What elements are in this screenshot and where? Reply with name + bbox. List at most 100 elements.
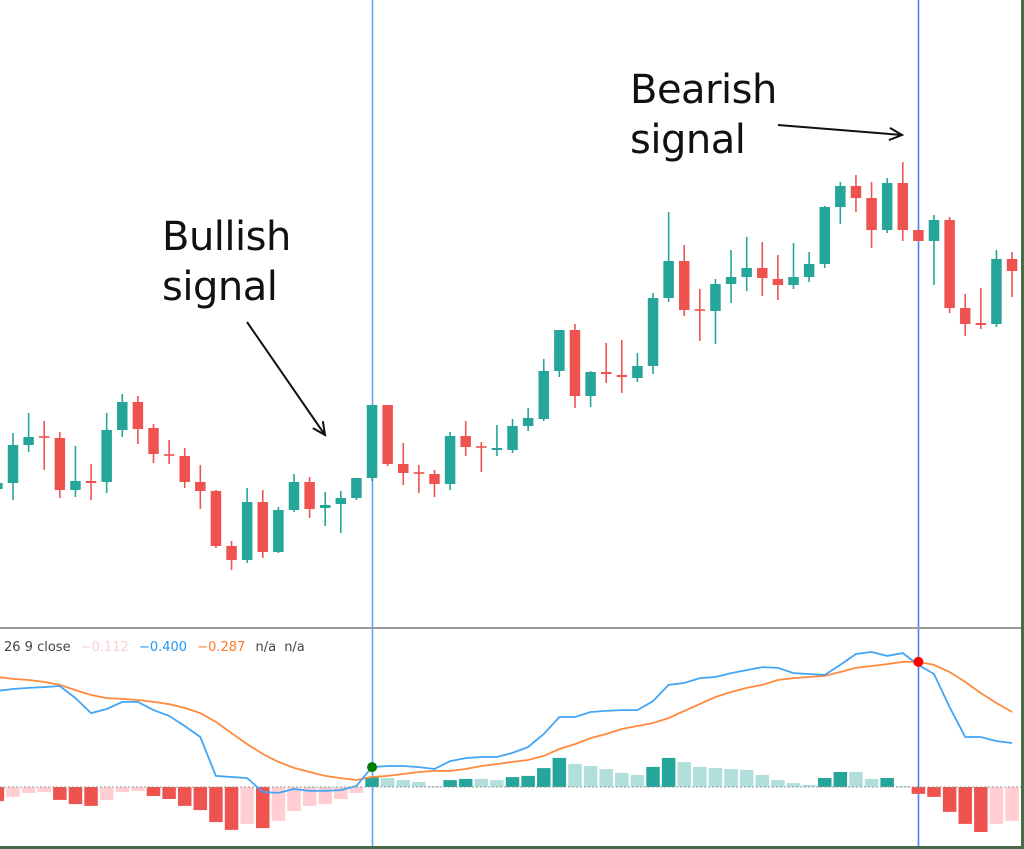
candle xyxy=(772,255,784,300)
histogram-bar xyxy=(833,772,848,787)
histogram-bar xyxy=(240,787,254,824)
candle xyxy=(835,182,846,224)
histogram-bar xyxy=(271,787,286,821)
histogram-value: −0.112 xyxy=(80,640,129,655)
macd-legend[interactable]: 26 9 close −0.112 −0.400 −0.287 n/a n/a xyxy=(4,640,311,655)
histogram-bar xyxy=(958,787,972,824)
candle xyxy=(38,421,50,470)
histogram-bar xyxy=(68,787,83,805)
candle xyxy=(1006,252,1018,297)
frame-border-right xyxy=(1021,0,1024,849)
candle xyxy=(429,470,440,497)
candle-body xyxy=(710,284,721,311)
candle-body xyxy=(7,445,19,483)
candle xyxy=(117,394,128,437)
candle-body xyxy=(366,405,378,478)
candle-body xyxy=(85,481,97,483)
histogram-bar xyxy=(739,769,754,787)
bullish-arrow-head-icon xyxy=(312,421,327,437)
candle-body xyxy=(678,261,690,310)
histogram-bar xyxy=(256,787,270,829)
histogram-bar xyxy=(99,787,114,800)
candle xyxy=(23,413,34,452)
histogram-bar xyxy=(599,769,613,787)
histogram-bar xyxy=(974,787,988,832)
candle xyxy=(195,465,206,509)
extra-value-1: n/a xyxy=(255,640,277,655)
histogram-bar xyxy=(927,787,941,797)
histogram-bar xyxy=(37,787,51,793)
candle-body xyxy=(148,428,159,454)
histogram-bar xyxy=(771,780,785,787)
histogram-bar xyxy=(755,775,770,787)
bearish-arrow-head-icon xyxy=(888,127,905,141)
price-candles xyxy=(0,162,1018,570)
candle xyxy=(881,178,893,233)
histogram-bar xyxy=(661,757,676,787)
candle xyxy=(319,492,331,526)
histogram-bar xyxy=(521,775,535,787)
histogram-bar xyxy=(458,778,473,787)
histogram-bar xyxy=(224,787,239,830)
histogram-bar xyxy=(817,778,832,787)
histogram-bar xyxy=(287,787,301,811)
candle xyxy=(210,490,222,548)
histogram-bar xyxy=(911,787,926,794)
candle xyxy=(0,483,3,489)
candle-body xyxy=(616,375,628,377)
candle-body xyxy=(663,261,674,298)
candle xyxy=(866,182,877,248)
candle-body xyxy=(210,491,222,546)
histogram-bar xyxy=(849,772,863,787)
histogram-bar xyxy=(427,786,442,788)
histogram-bar xyxy=(193,787,208,811)
histogram-bar xyxy=(802,784,816,787)
histogram-bar xyxy=(162,787,176,799)
candle-body xyxy=(600,372,612,374)
candle xyxy=(554,330,565,377)
extra-value-2: n/a xyxy=(284,640,305,655)
candle xyxy=(491,425,503,456)
candle-body xyxy=(522,418,534,426)
candle-body xyxy=(0,483,3,489)
histogram-bar xyxy=(474,778,489,787)
candle-body xyxy=(335,498,347,504)
candle xyxy=(928,215,940,285)
candle-body xyxy=(803,264,815,277)
crossover-dots xyxy=(367,656,924,773)
histogram-bar xyxy=(0,787,5,802)
candle xyxy=(351,478,362,500)
candle-body xyxy=(647,298,659,366)
candle xyxy=(694,289,706,341)
candle-body xyxy=(226,546,237,560)
bearish-arrow-shaft xyxy=(777,124,903,136)
candle-body xyxy=(398,464,409,473)
candle xyxy=(288,474,300,512)
histogram-bar xyxy=(552,757,567,787)
candle-body xyxy=(444,436,456,484)
candle-body xyxy=(913,230,924,241)
candle-body xyxy=(70,481,81,490)
candle xyxy=(163,440,175,464)
macd-params: 26 9 close xyxy=(4,640,71,655)
candle-body xyxy=(195,482,206,491)
candle-body xyxy=(507,426,518,450)
candle xyxy=(179,448,190,488)
candle-body xyxy=(944,220,955,308)
candle-body xyxy=(741,268,752,277)
histogram-bar xyxy=(349,787,364,793)
frame-border-bottom xyxy=(0,846,1024,849)
histogram-bar xyxy=(1005,787,1019,821)
candle xyxy=(85,464,97,500)
candle xyxy=(70,446,81,497)
candle-body xyxy=(460,436,471,447)
candle xyxy=(538,359,549,421)
histogram-bar xyxy=(443,780,457,787)
candle xyxy=(616,340,628,393)
candle xyxy=(257,490,269,558)
candle xyxy=(741,237,752,291)
candle xyxy=(273,507,284,553)
candle xyxy=(959,294,971,336)
candle-body xyxy=(866,198,877,230)
